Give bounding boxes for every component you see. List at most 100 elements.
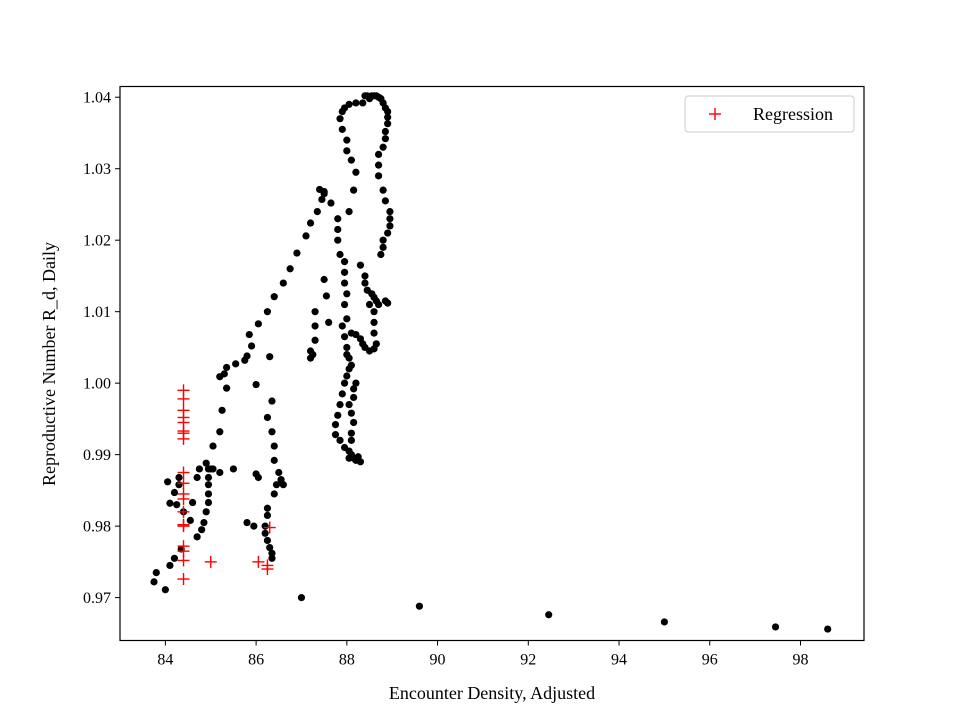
data-point [340,379,349,387]
data-point [345,100,353,108]
legend-label-regression: Regression [753,104,833,124]
regression-point [177,573,190,586]
data-point [386,215,394,223]
data-point [338,125,346,133]
data-point [356,335,365,343]
data-point [343,136,351,144]
data-point [223,363,231,372]
data-point [270,442,278,450]
data-point [320,275,328,284]
legend-regression-marker [709,108,721,120]
x-tick-label: 86 [248,652,264,669]
data-point [186,516,194,525]
data-point [204,498,213,507]
data-point [352,379,360,387]
data-point [338,322,346,330]
data-point [166,499,174,507]
points-layer [150,92,832,633]
data-point [334,225,342,234]
data-point [164,478,172,486]
data-point [356,261,365,269]
data-point [343,372,351,380]
data-point [220,370,228,378]
data-point [209,465,217,473]
data-point [202,459,210,467]
data-point [340,279,349,287]
data-point [359,99,367,107]
data-point [232,360,240,368]
regression-point [177,432,190,445]
data-point [345,401,353,409]
data-point [336,250,344,259]
regression-point [252,555,265,568]
data-point [771,623,780,631]
data-point [345,354,353,362]
data-point [188,498,197,507]
data-point [204,481,213,489]
data-point [338,390,346,398]
data-point [347,329,355,337]
y-tick-label: 0.98 [83,519,111,536]
regression-point [177,392,190,405]
data-point [261,522,269,530]
data-point [350,186,358,194]
data-point [195,465,203,473]
data-point [334,215,342,223]
data-point [263,504,272,512]
data-point [193,473,201,482]
data-point [347,429,355,437]
data-point [243,518,251,527]
data-point [384,229,392,237]
data-point [266,353,274,361]
x-tick-label: 92 [520,652,536,669]
data-point [345,365,353,373]
y-tick-label: 1.00 [83,376,111,393]
data-point [272,481,281,489]
data-point [209,442,217,450]
data-point [263,536,272,545]
x-tick-label: 90 [430,652,446,669]
data-point [229,465,238,473]
legend-box [684,95,855,133]
data-point [170,554,179,562]
y-tick-label: 1.04 [83,90,111,107]
data-point [361,279,369,287]
data-point [318,195,326,204]
data-point [343,315,351,323]
ticks-layer: 84 86 88 90 92 94 96 98 0.97 0.98 0.99 1.00 1.01 1.02… [83,90,808,669]
data-point [302,232,310,240]
y-tick-label: 0.97 [83,590,111,607]
data-point [381,127,389,136]
data-point [370,308,378,316]
regression-point [177,554,190,567]
data-point [200,518,208,527]
data-point [166,561,174,570]
data-point [350,393,358,402]
data-point [268,397,276,405]
data-point [245,330,253,339]
regression-point [204,555,217,568]
data-point [824,625,832,633]
data-point [327,199,335,207]
data-point [175,481,183,489]
data-point [325,318,333,326]
data-point [279,279,287,287]
data-point [334,411,342,419]
data-point [313,207,321,216]
data-point [204,473,213,482]
data-point [365,300,374,309]
data-point [270,293,278,301]
data-point [216,468,224,477]
legend: Regression [684,95,855,133]
regression-point [261,563,274,576]
plot-frame [119,85,865,642]
data-point [175,473,183,482]
data-point [263,308,272,316]
data-point [311,308,319,316]
data-point [268,428,276,436]
data-point [261,529,269,537]
data-point [216,428,224,436]
y-tick-label: 1.02 [83,233,111,250]
data-point [354,453,362,461]
